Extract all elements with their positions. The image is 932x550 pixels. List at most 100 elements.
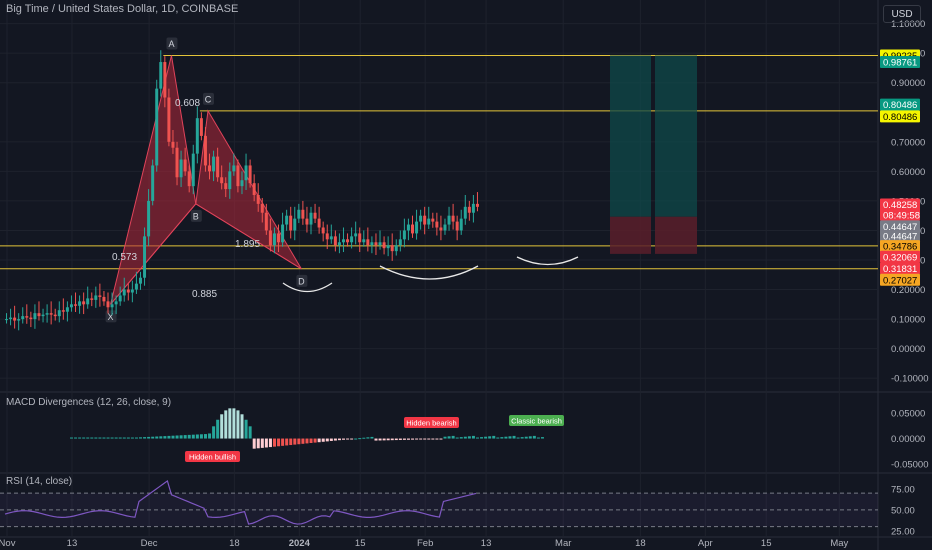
macd-bar — [224, 410, 228, 439]
pattern-point-bg — [166, 37, 178, 50]
candle-body — [9, 317, 13, 320]
bd-leg — [195, 203, 302, 270]
profit-zone — [610, 55, 651, 217]
xb-leg — [110, 203, 197, 305]
macd-bar — [419, 438, 423, 440]
pattern-point-a: A — [166, 37, 178, 50]
macd-bar — [500, 437, 504, 439]
macd-bar — [114, 437, 118, 439]
macd-bar — [520, 437, 524, 439]
rsi-band — [0, 493, 878, 527]
price-tag-label: 0.80486 — [883, 100, 917, 111]
macd-bar — [179, 435, 183, 439]
macd-bar — [98, 437, 102, 439]
macd-bar — [90, 437, 94, 439]
candle-body — [13, 317, 17, 321]
pattern-point-b: B — [190, 209, 202, 222]
x-tick-label: 13 — [481, 538, 492, 549]
macd-bar — [289, 438, 293, 446]
candle-body — [475, 203, 479, 207]
macd-bar — [268, 438, 272, 448]
rsi-title: RSI (14, close) — [6, 476, 73, 487]
rsi-y-tick-label: 50.00 — [891, 505, 915, 516]
candle-body — [114, 301, 118, 305]
macd-bar — [346, 438, 350, 440]
macd-bar — [236, 410, 240, 439]
macd-bar — [301, 438, 305, 444]
macd-bar — [74, 437, 78, 439]
price-tag-bg — [880, 110, 920, 123]
candle-body — [122, 289, 126, 296]
macd-bar — [244, 419, 248, 439]
position-zones — [610, 55, 697, 254]
price-tag-label: 0.32069 — [883, 252, 917, 263]
divergence-label-bg — [509, 415, 564, 426]
candle-body — [187, 171, 191, 187]
macd-bar — [540, 437, 544, 439]
macd-bar — [402, 438, 406, 440]
macd-bar — [102, 437, 106, 439]
candle-body — [427, 218, 431, 225]
candle-body — [252, 183, 256, 195]
macd-bar — [321, 438, 325, 442]
currency-button[interactable]: USD — [883, 5, 921, 23]
macd-bar — [447, 436, 451, 439]
pattern-point-label: B — [193, 211, 199, 221]
macd-bar — [484, 436, 488, 439]
price-tag-label: 0.31831 — [883, 264, 917, 275]
candle-body — [69, 304, 73, 308]
macd-bar — [463, 436, 467, 439]
candle-body — [260, 203, 264, 213]
macd-bar — [374, 438, 378, 441]
candle-body — [110, 304, 114, 308]
pattern-point-label: D — [298, 276, 305, 286]
divergence-label-text: Hidden bullish — [189, 453, 236, 462]
macd-bar — [337, 438, 341, 441]
x-tick-label: Mar — [555, 538, 571, 549]
divergence-label: Hidden bearish — [404, 417, 459, 428]
macd-bar — [208, 433, 212, 439]
candle-body — [358, 233, 362, 243]
candle-body — [301, 209, 305, 219]
ratio-label: 0.573 — [112, 252, 137, 263]
candle-body — [256, 195, 260, 204]
candle-body — [455, 221, 459, 231]
candle-body — [17, 319, 21, 321]
candle-body — [390, 245, 394, 252]
macd-bar — [439, 438, 443, 440]
macd-bar — [536, 437, 540, 439]
y-tick-label: 0.90000 — [891, 78, 925, 89]
loss-zone — [610, 216, 651, 254]
pattern-point-bg — [296, 274, 308, 287]
macd-bar — [317, 438, 321, 443]
pattern-point-x: X — [105, 310, 117, 323]
candle-body — [386, 245, 390, 249]
macd-bar — [273, 438, 276, 447]
candle-body — [411, 224, 414, 234]
candle-body — [159, 62, 163, 89]
ratio-label: 1.895 — [235, 239, 260, 250]
x-tick-label: 15 — [761, 538, 772, 549]
macd-bar — [203, 434, 207, 439]
price-tag-bg — [880, 240, 920, 253]
x-tick-label: 2024 — [289, 538, 311, 549]
candle-body — [163, 62, 167, 98]
candle-body — [382, 242, 386, 249]
macd-y-tick-label: 0.05000 — [891, 409, 925, 420]
pattern-point-c: C — [203, 92, 214, 105]
macd-bar — [139, 437, 143, 439]
candle-body — [435, 221, 439, 228]
rounding-arc — [379, 265, 479, 280]
macd-bar — [297, 438, 301, 445]
price-tag: 0.32069 — [880, 250, 920, 263]
price-tag-bg — [880, 250, 920, 263]
candle-body — [285, 215, 289, 225]
candle-body — [346, 239, 350, 243]
rounding-arc — [282, 282, 333, 293]
x-tick-label: 13 — [67, 538, 78, 549]
macd-histogram: Hidden bearish Classic bearish Hidden bull… — [70, 408, 564, 462]
candle-body — [402, 230, 406, 240]
macd-bar — [358, 438, 362, 440]
macd-bar — [256, 438, 260, 449]
